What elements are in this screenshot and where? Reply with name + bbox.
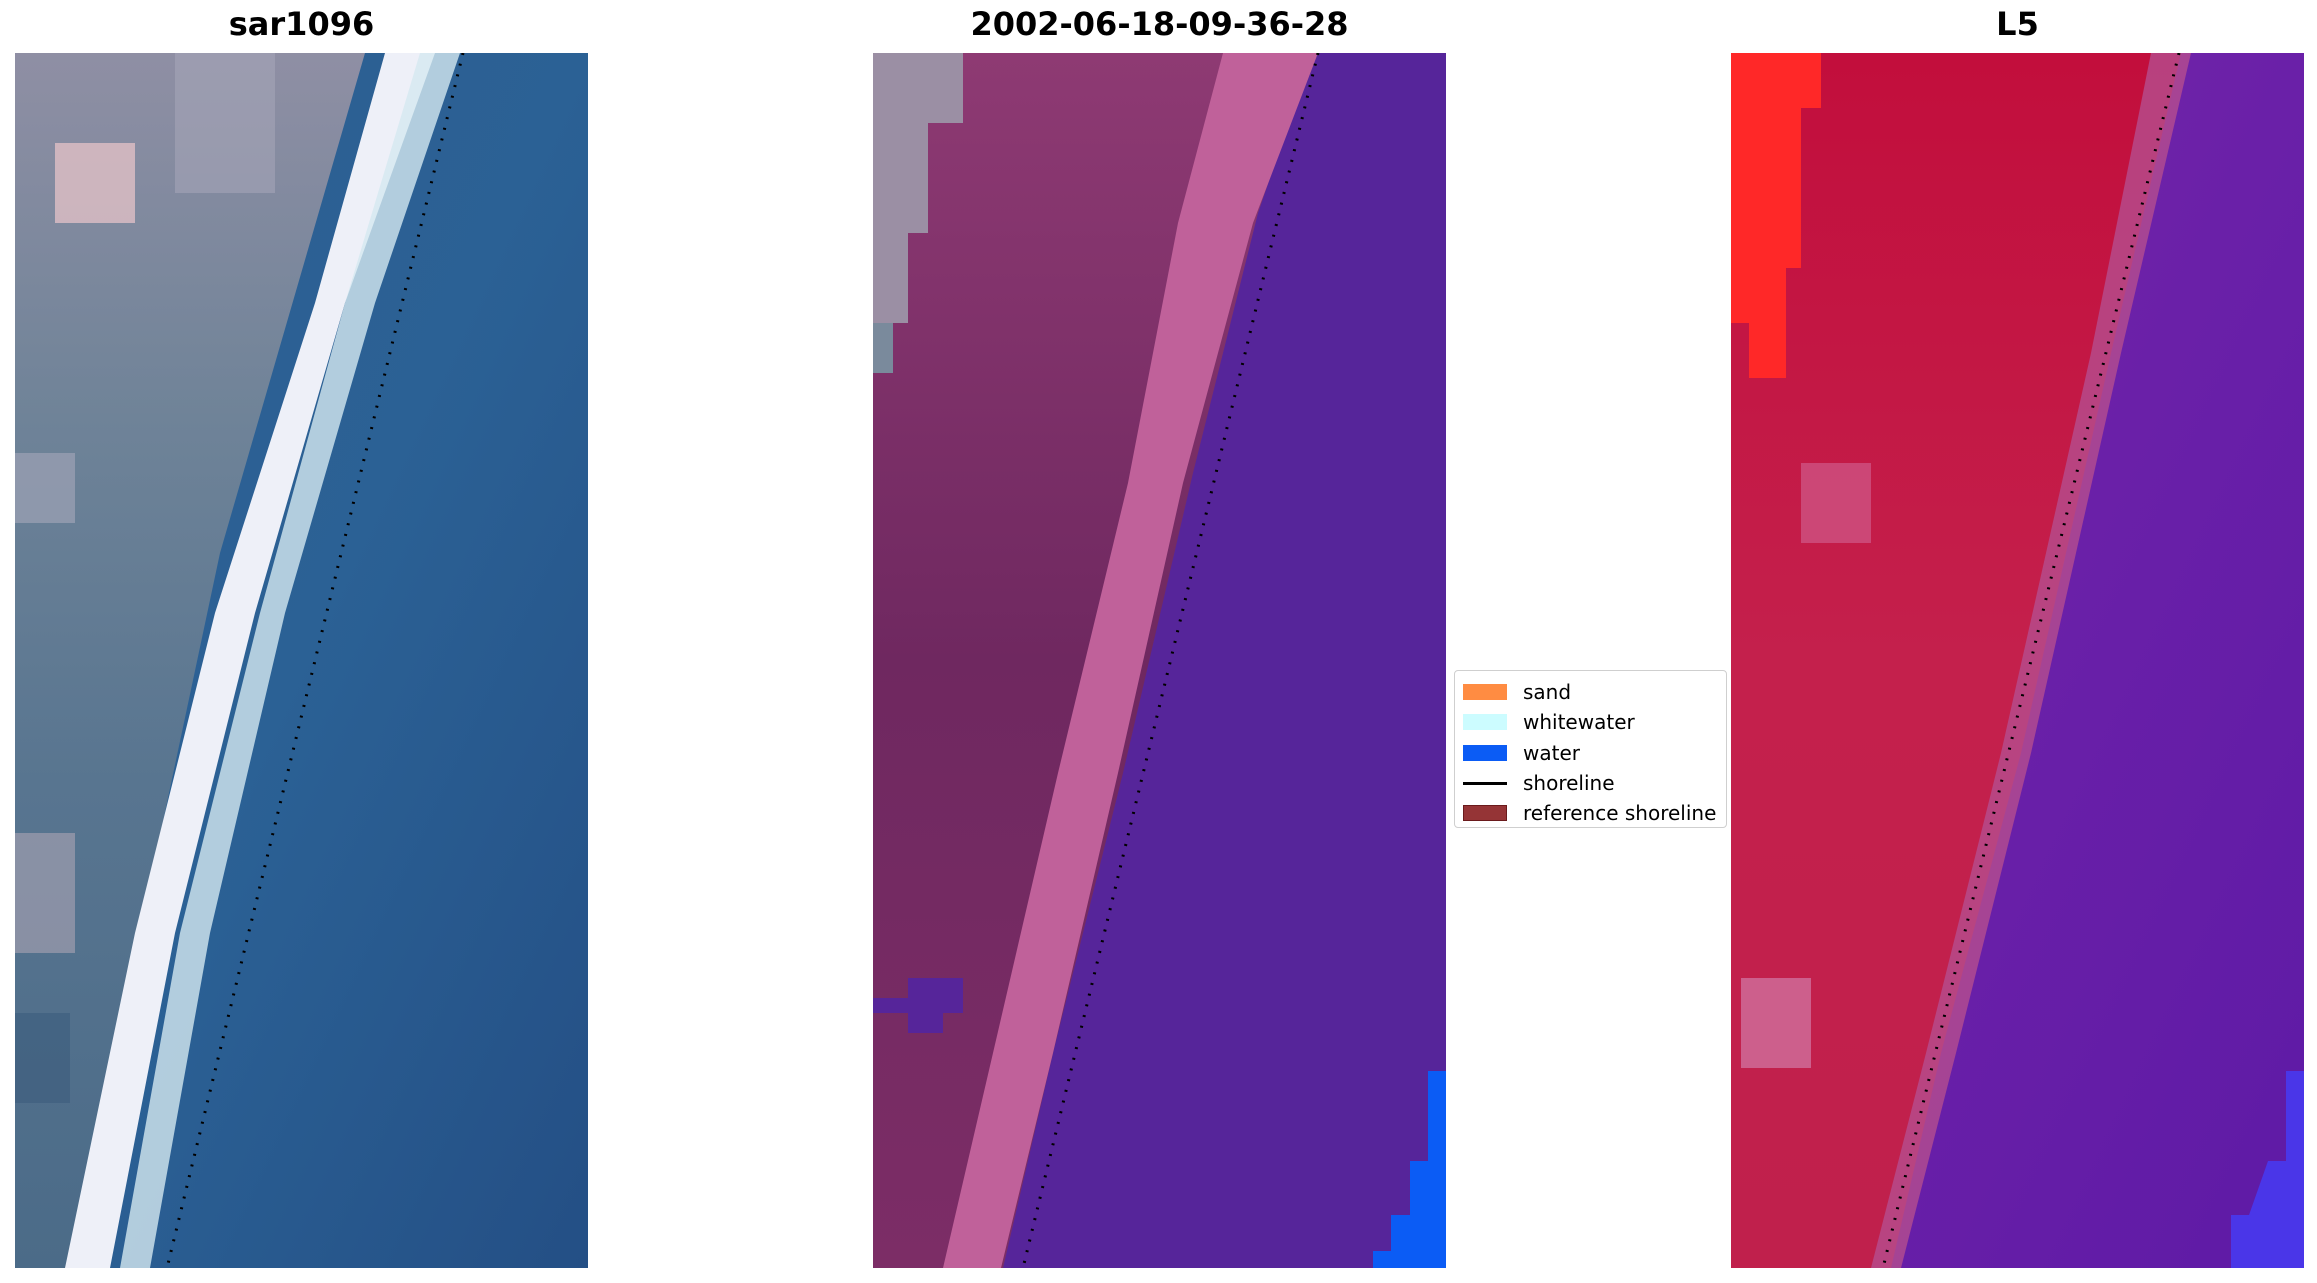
unclassified-patch bbox=[873, 53, 963, 323]
rgb-image bbox=[15, 53, 588, 1268]
surf-strip bbox=[120, 53, 460, 1268]
rgb-image-panel bbox=[15, 53, 588, 1268]
panel-title-classified: 2002-06-18-09-36-28 bbox=[970, 5, 1349, 43]
legend: sand whitewater water shoreline referenc… bbox=[1454, 670, 1727, 828]
land-patch bbox=[15, 453, 75, 523]
legend-item-whitewater: whitewater bbox=[1463, 707, 1726, 737]
high-index-patch bbox=[1731, 53, 1821, 378]
land-patch bbox=[15, 1013, 70, 1103]
legend-label: water bbox=[1523, 740, 1580, 765]
legend-item-reference-shoreline: reference shoreline bbox=[1463, 798, 1726, 828]
whitewater-swatch bbox=[1463, 714, 1507, 731]
reference-shoreline-swatch bbox=[1463, 805, 1507, 822]
water-swatch bbox=[1463, 744, 1507, 761]
water-blue-area bbox=[1373, 1071, 1446, 1268]
land-patch bbox=[55, 143, 135, 223]
unclassified-patch bbox=[873, 323, 893, 373]
legend-label: sand bbox=[1523, 680, 1572, 705]
land-index-area bbox=[1731, 53, 2181, 1268]
index-image bbox=[1731, 53, 2304, 1268]
legend-label: shoreline bbox=[1523, 771, 1615, 796]
legend-label: whitewater bbox=[1523, 710, 1635, 735]
water-class-patch bbox=[873, 978, 963, 1033]
legend-item-shoreline: shoreline bbox=[1463, 768, 1726, 798]
legend-label: reference shoreline bbox=[1523, 801, 1717, 826]
index-image-panel bbox=[1731, 53, 2304, 1268]
land-patch bbox=[15, 833, 75, 953]
index-blotch bbox=[1801, 463, 1871, 543]
beach-band bbox=[943, 53, 1318, 1268]
sand-swatch bbox=[1463, 684, 1507, 701]
shoreline-line-swatch bbox=[1463, 781, 1507, 785]
classified-image-panel bbox=[873, 53, 1446, 1268]
legend-item-water: water bbox=[1463, 738, 1726, 768]
beach-strip bbox=[65, 53, 435, 1268]
legend-item-sand: sand bbox=[1463, 677, 1726, 707]
land-area bbox=[15, 53, 365, 1268]
panel-title-rgb: sar1096 bbox=[228, 5, 375, 43]
panel-title-index: L5 bbox=[1996, 5, 2039, 43]
transition-band bbox=[1871, 53, 2191, 1268]
land-patch bbox=[175, 53, 275, 193]
classified-image bbox=[873, 53, 1446, 1268]
water-blue-area bbox=[2231, 1071, 2304, 1268]
index-blotch bbox=[1741, 978, 1811, 1068]
